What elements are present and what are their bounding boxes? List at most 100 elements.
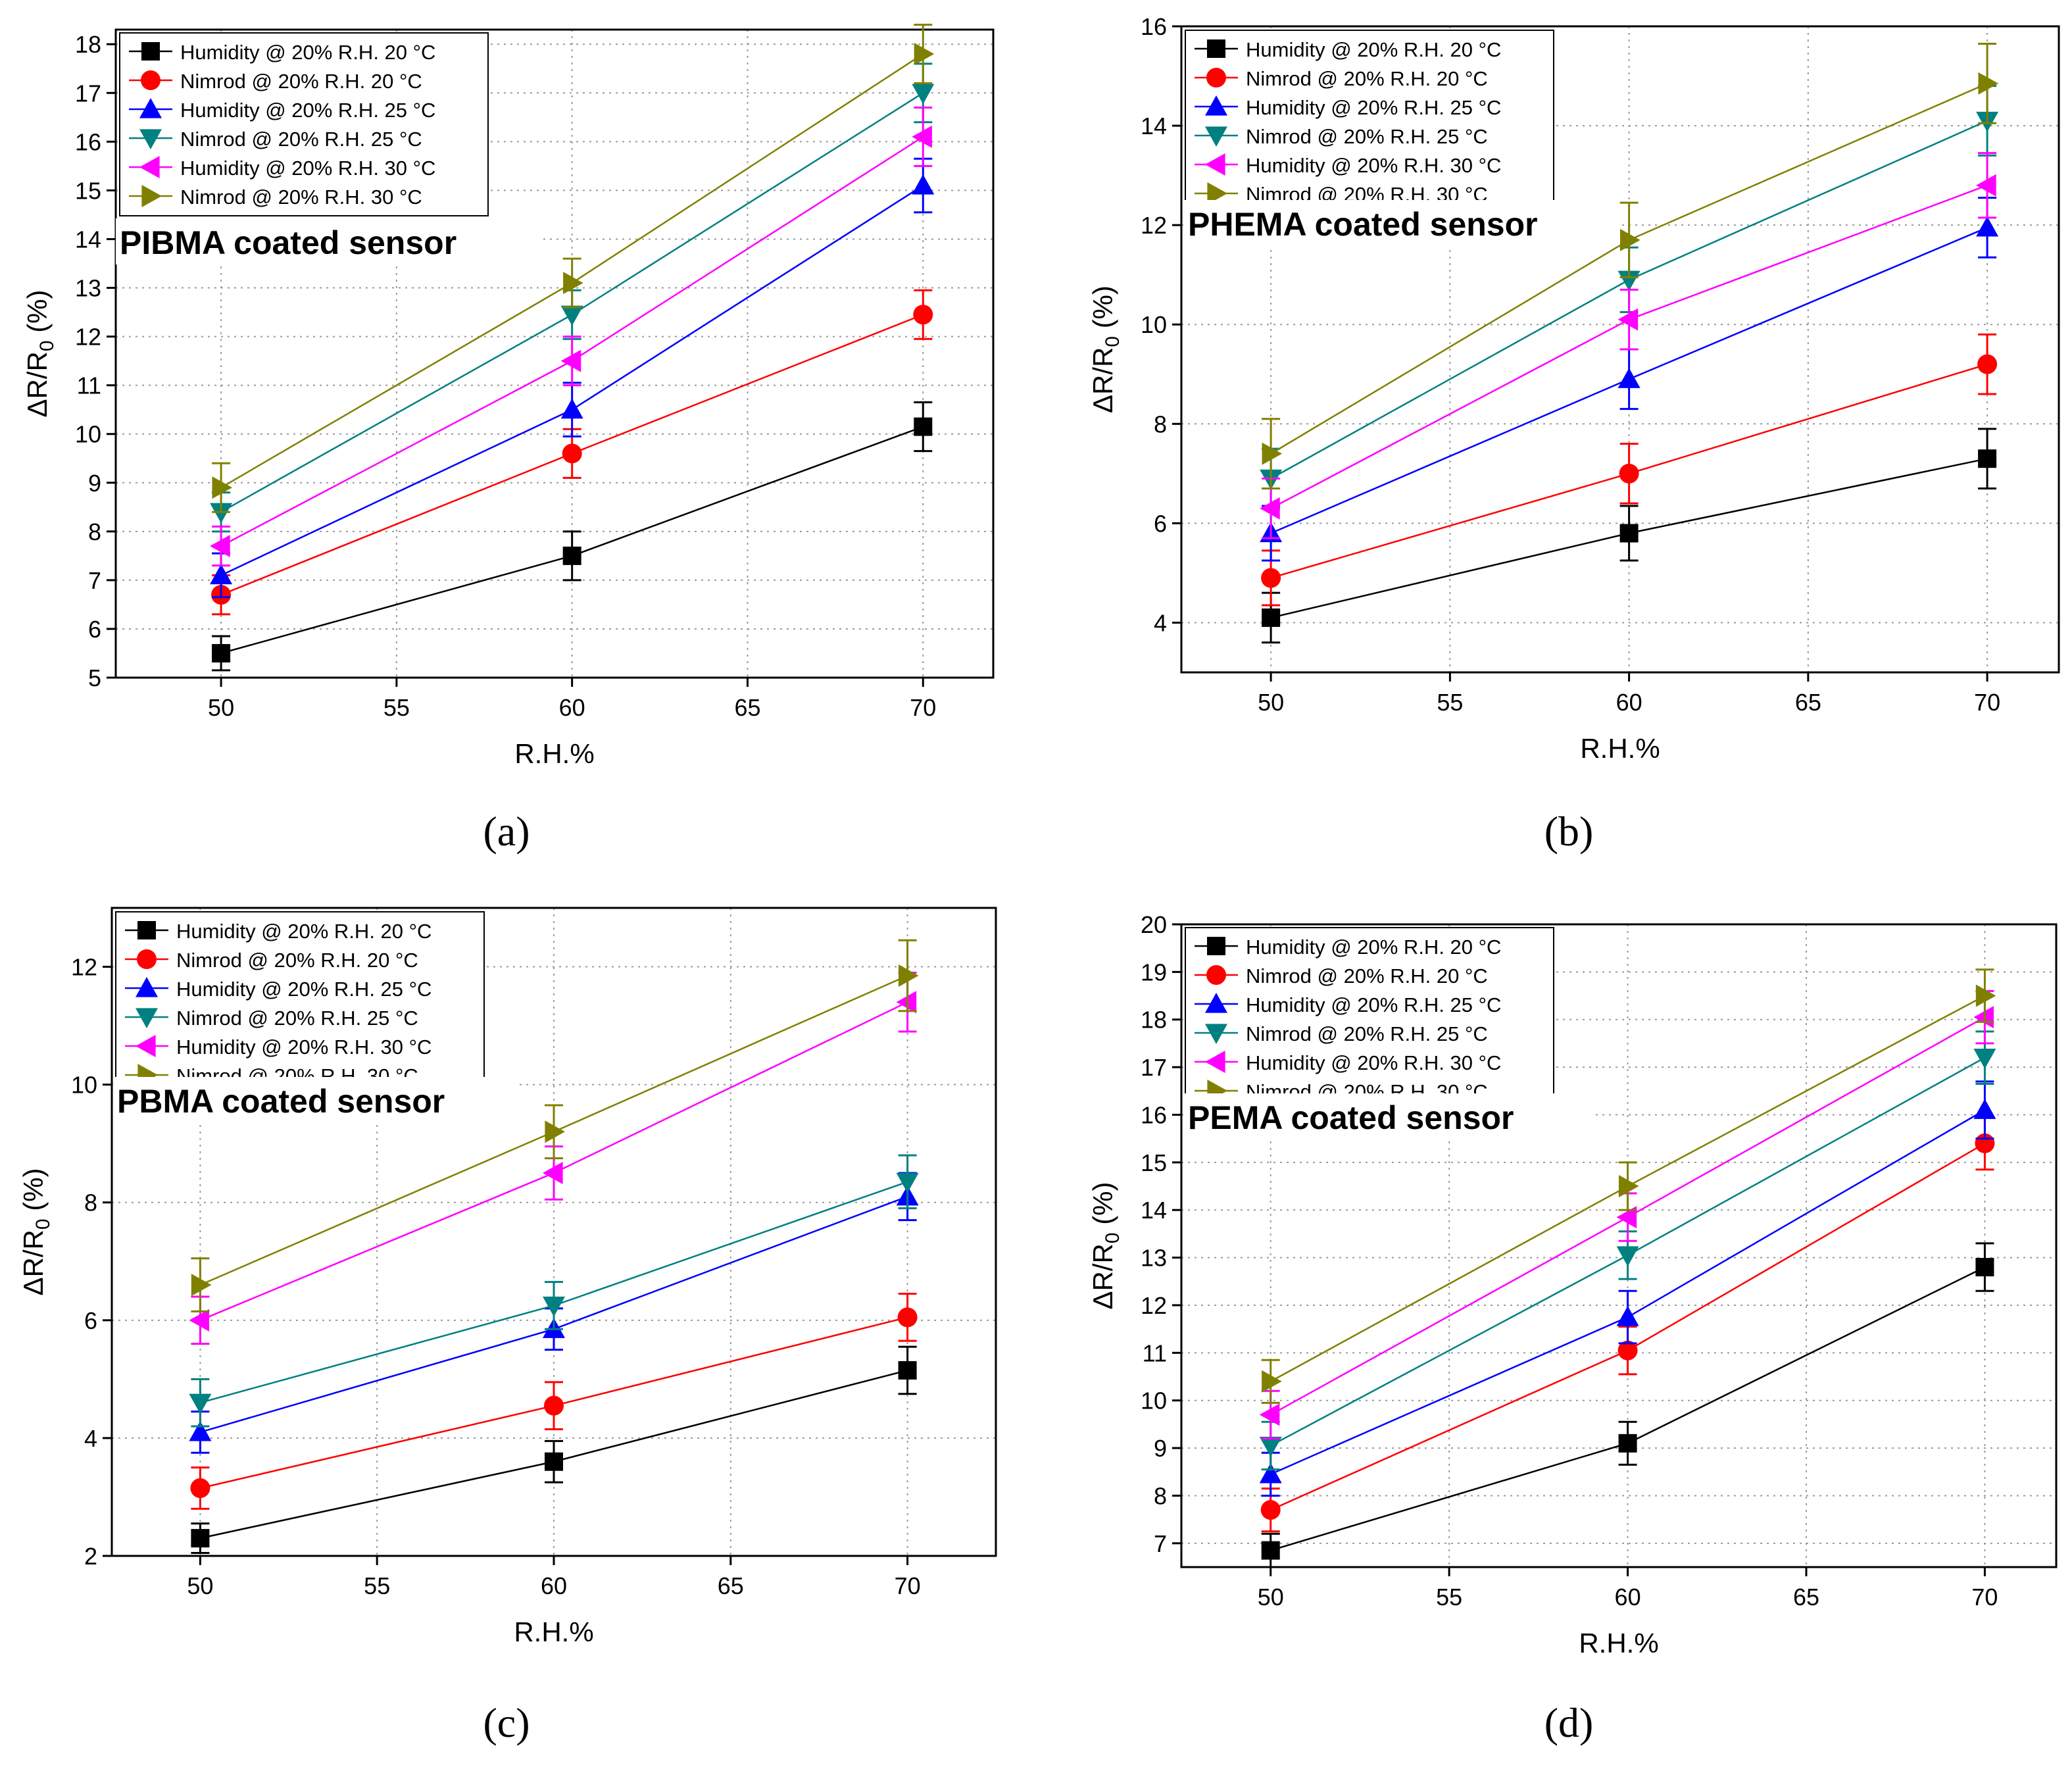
data-point: [1262, 442, 1283, 465]
legend-marker: [1205, 1051, 1225, 1073]
y-axis-label-subscript: 0: [1102, 336, 1123, 347]
y-tick-label: 14: [1141, 1197, 1167, 1224]
data-point: [1259, 1436, 1282, 1457]
series-nimrod_20: [190, 1293, 918, 1510]
data-point: [1617, 368, 1640, 388]
x-tick-label: 55: [364, 1572, 390, 1599]
y-tick-label: 10: [71, 1072, 97, 1099]
x-tick-label: 55: [1436, 1584, 1462, 1611]
series-nimrod_25: [1259, 1030, 1996, 1471]
y-axis-label: ΔR/R0 (%): [1087, 286, 1123, 413]
series-nimrod_20: [1261, 333, 1998, 607]
legend: Humidity @ 20% R.H. 20 °C Nimrod @ 20% R.…: [1185, 927, 1554, 1111]
data-point: [210, 535, 230, 558]
legend-marker: [1205, 126, 1227, 147]
data-point: [190, 1478, 210, 1499]
chart-panel-2: 50 55 60 65 70 4 6 8 10 12 14 16 R.H.% ΔR/R0 (%) Humid…: [1087, 13, 2060, 855]
y-tick-label: 9: [1154, 1435, 1167, 1462]
data-point: [191, 1529, 210, 1548]
y-tick-label: 8: [88, 518, 101, 545]
panel-caption: (b): [1544, 808, 1594, 855]
data-point: [1617, 270, 1640, 291]
legend-label: Nimrod @ 20% R.H. 25 °C: [1246, 125, 1488, 148]
y-tick-label: 16: [1141, 1101, 1167, 1128]
x-tick-label: 50: [1258, 1584, 1284, 1611]
y-axis-label-unit: (%): [1087, 1182, 1118, 1232]
data-point: [1975, 984, 1996, 1007]
data-point: [1976, 216, 1999, 237]
legend-box: [1185, 30, 1554, 214]
legend-label: Humidity @ 20% R.H. 25 °C: [180, 99, 435, 122]
data-point: [1973, 1049, 1996, 1069]
y-tick-label: 12: [75, 324, 101, 351]
legend-label: Humidity @ 20% R.H. 20 °C: [1246, 38, 1501, 61]
data-point: [545, 1120, 565, 1143]
series-humidity_20: [1262, 428, 1997, 644]
data-point: [1978, 449, 1997, 468]
legend-marker: [137, 921, 156, 939]
legend-label: Nimrod @ 20% R.H. 20 °C: [1246, 67, 1488, 90]
y-tick-label: 15: [1141, 1149, 1167, 1176]
y-axis-label-subscript: 0: [1102, 1232, 1123, 1243]
chart-panel-4: 50 55 60 65 70 7 8 9 10 11 12 13 14 15 16 17 18 19 20 R.H.%…: [1087, 911, 2058, 1746]
data-point: [560, 398, 583, 419]
legend-marker: [1205, 993, 1227, 1013]
y-tick-label: 4: [84, 1425, 97, 1452]
x-tick-label: 50: [187, 1572, 213, 1599]
series-humidity_20: [191, 1345, 917, 1555]
legend-label: Humidity @ 20% R.H. 30 °C: [176, 1036, 432, 1059]
x-tick-label: 60: [1615, 1584, 1641, 1611]
x-tick-label: 65: [1795, 689, 1821, 716]
data-point: [212, 643, 231, 662]
x-axis-label: R.H.%: [1580, 733, 1660, 764]
y-tick-label: 8: [84, 1189, 97, 1216]
legend-label: Humidity @ 20% R.H. 25 °C: [176, 978, 432, 1001]
y-tick-label: 14: [1141, 112, 1167, 139]
y-tick-label: 7: [1154, 1530, 1167, 1557]
y-tick-label: 9: [88, 470, 101, 497]
legend-label: Humidity @ 20% R.H. 30 °C: [1246, 1051, 1501, 1074]
legend-label: Humidity @ 20% R.H. 20 °C: [180, 41, 435, 64]
legend-marker: [136, 977, 158, 997]
series-nimrod_30: [191, 939, 919, 1312]
panel-caption: (d): [1544, 1699, 1594, 1746]
x-tick-label: 70: [1974, 689, 2000, 716]
data-point: [189, 1393, 212, 1414]
legend-marker: [1207, 182, 1227, 205]
series-humidity_20: [1261, 1242, 1994, 1568]
y-tick-label: 18: [75, 31, 101, 58]
series-nimrod_25: [189, 1154, 919, 1428]
chart-title-background: [116, 218, 543, 264]
data-point: [210, 564, 233, 585]
y-axis-label-subscript: 0: [36, 340, 58, 351]
data-point: [1975, 1258, 1994, 1277]
legend-label: Humidity @ 20% R.H. 25 °C: [1246, 993, 1501, 1016]
y-axis-label: ΔR/R0 (%): [18, 1168, 54, 1295]
y-tick-label: 13: [1141, 1245, 1167, 1272]
series-nimrod_30: [1262, 42, 1999, 490]
legend-label: Nimrod @ 20% R.H. 20 °C: [1246, 964, 1488, 987]
legend-label: Nimrod @ 20% R.H. 25 °C: [1246, 1022, 1488, 1045]
y-axis-label-main: ΔR/R: [1087, 1243, 1118, 1309]
x-tick-label: 70: [895, 1572, 921, 1599]
data-point: [1261, 568, 1281, 588]
data-point: [545, 1452, 563, 1471]
legend-label: Nimrod @ 20% R.H. 20 °C: [176, 949, 418, 972]
y-axis-label-subscript: 0: [32, 1218, 54, 1230]
data-point: [544, 1395, 564, 1416]
data-point: [1619, 463, 1639, 484]
data-point: [913, 305, 933, 325]
x-tick-label: 65: [734, 694, 760, 721]
data-point: [560, 305, 583, 326]
legend-marker: [1207, 39, 1225, 58]
y-tick-label: 6: [84, 1307, 97, 1334]
x-axis-label: R.H.%: [1579, 1628, 1658, 1659]
y-axis-label-unit: (%): [22, 289, 53, 340]
data-point: [1262, 1370, 1282, 1393]
plot-frame: [114, 28, 995, 679]
data-point: [912, 84, 935, 105]
y-tick-label: 16: [75, 128, 101, 155]
plot-frame: [1180, 923, 2058, 1568]
y-tick-label: 11: [1143, 1339, 1167, 1366]
